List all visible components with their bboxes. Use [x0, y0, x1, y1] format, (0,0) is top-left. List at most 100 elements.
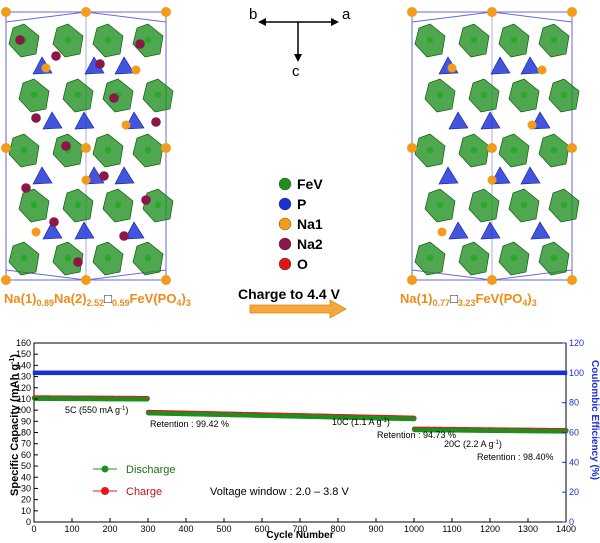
x-axis: 0 100 200 300 400 500 600 700 800 900 1000 1100 1200…	[31, 518, 576, 534]
fev-atom	[64, 254, 72, 262]
atom-legend-item: FeV	[278, 176, 323, 192]
na1-atom	[567, 7, 577, 17]
na1-atom	[31, 227, 41, 237]
charge-arrow: Charge to 4.4 V	[238, 286, 347, 319]
fev-atom	[74, 91, 82, 99]
crystal-structure-initial	[1, 7, 174, 285]
fev-atom	[114, 201, 122, 209]
discharge-point	[563, 429, 569, 434]
formula-initial: Na(1)0.89Na(2)2.52□0.59FeV(PO4)3	[4, 291, 191, 308]
fev-atom	[510, 36, 518, 44]
na1-atom	[527, 120, 537, 130]
p-tetrahedron	[114, 56, 135, 75]
na2-atom	[99, 171, 109, 181]
y-tick-left-label: 50	[21, 461, 31, 471]
atom-legend-item: O	[278, 256, 308, 272]
atom-swatch	[278, 237, 292, 251]
fev-atom	[426, 254, 434, 262]
y-tick-right-label: 120	[569, 338, 584, 348]
na2-atom	[51, 51, 61, 61]
p-tetrahedron	[124, 221, 145, 240]
y-tick-left-label: 10	[21, 506, 31, 516]
svg-text:Retention : 94.73 %: Retention : 94.73 %	[377, 430, 456, 440]
x-tick-label: 1200	[480, 524, 500, 534]
fev-atom	[104, 36, 112, 44]
p-tetrahedron	[42, 111, 63, 130]
legend-discharge: Discharge	[93, 464, 176, 476]
fev-atom	[520, 91, 528, 99]
fev-atom	[550, 36, 558, 44]
x-tick-label: 1400	[556, 524, 576, 534]
fev-atom	[74, 201, 82, 209]
y-tick-left-label: 80	[21, 428, 31, 438]
na1-atom	[121, 120, 131, 130]
fev-atom	[426, 36, 434, 44]
atom-legend-item: Na1	[278, 216, 323, 232]
p-tetrahedron	[530, 221, 551, 240]
na2-atom	[61, 141, 71, 151]
fev-atom	[64, 36, 72, 44]
fev-atom	[436, 91, 444, 99]
na1-atom	[487, 7, 497, 17]
p-tetrahedron	[448, 221, 469, 240]
y-tick-left-label: 150	[16, 349, 31, 359]
na1-atom	[1, 7, 11, 17]
crystal-structure-charged	[407, 7, 580, 285]
axis-b-label: b	[249, 6, 257, 23]
na1-atom	[487, 143, 497, 153]
annotation-20c: 20C (2.2 A g-1) Retention : 98.40%	[444, 439, 554, 462]
p-tetrahedron	[74, 221, 95, 240]
atom-legend-label: P	[297, 196, 306, 212]
y-tick-right-label: 80	[569, 398, 579, 408]
fev-atom	[20, 146, 28, 154]
na1-atom	[81, 275, 91, 285]
x-tick-label: 0	[31, 524, 36, 534]
voltage-window-label: Voltage window : 2.0 – 3.8 V	[210, 486, 349, 498]
na1-atom	[487, 175, 497, 185]
p-tetrahedron	[32, 166, 53, 185]
fev-atom	[480, 91, 488, 99]
fev-atom	[510, 254, 518, 262]
x-tick-label: 800	[330, 524, 345, 534]
fev-atom	[480, 201, 488, 209]
x-tick-label: 1300	[518, 524, 538, 534]
na1-atom	[447, 63, 457, 73]
svg-text:Retention : 99.42 %: Retention : 99.42 %	[150, 419, 229, 429]
svg-text:Discharge: Discharge	[126, 464, 176, 476]
na1-atom	[161, 7, 171, 17]
na1-atom	[407, 143, 417, 153]
na2-atom	[141, 195, 151, 205]
atom-swatch	[278, 197, 292, 211]
y-tick-left-label: 120	[16, 383, 31, 393]
data-layer	[31, 370, 569, 434]
atom-swatch	[278, 217, 292, 231]
y-tick-left-label: 20	[21, 495, 31, 505]
y-tick-left-label: 90	[21, 416, 31, 426]
na1-atom	[407, 7, 417, 17]
na2-atom	[95, 59, 105, 69]
fev-atom	[30, 201, 38, 209]
y-tick-left-label: 0	[26, 517, 31, 527]
p-tetrahedron	[490, 56, 511, 75]
y-tick-left-label: 110	[17, 394, 31, 404]
y-tick-right-label: 60	[569, 428, 579, 438]
y-tick-left-label: 130	[16, 372, 31, 382]
x-tick-label: 300	[140, 524, 155, 534]
svg-text:Charge: Charge	[126, 486, 162, 498]
na1-atom	[407, 275, 417, 285]
annotation-10c: 10C (1.1 A g-1) Retention : 94.73 %	[332, 417, 456, 440]
na2-atom	[73, 257, 83, 267]
p-tetrahedron	[480, 111, 501, 130]
fev-atom	[550, 146, 558, 154]
y-axis-right-title: Coulombic Efficiency (%)	[589, 360, 600, 480]
x-tick-label: 1000	[404, 524, 424, 534]
y-tick-right-label: 100	[569, 368, 584, 378]
na2-atom	[21, 183, 31, 193]
series-discharge	[32, 396, 569, 434]
fev-atom	[550, 254, 558, 262]
atom-legend-label: Na1	[297, 216, 323, 232]
y-tick-left-label: 30	[21, 483, 31, 493]
fev-atom	[104, 254, 112, 262]
p-tetrahedron	[42, 221, 63, 240]
